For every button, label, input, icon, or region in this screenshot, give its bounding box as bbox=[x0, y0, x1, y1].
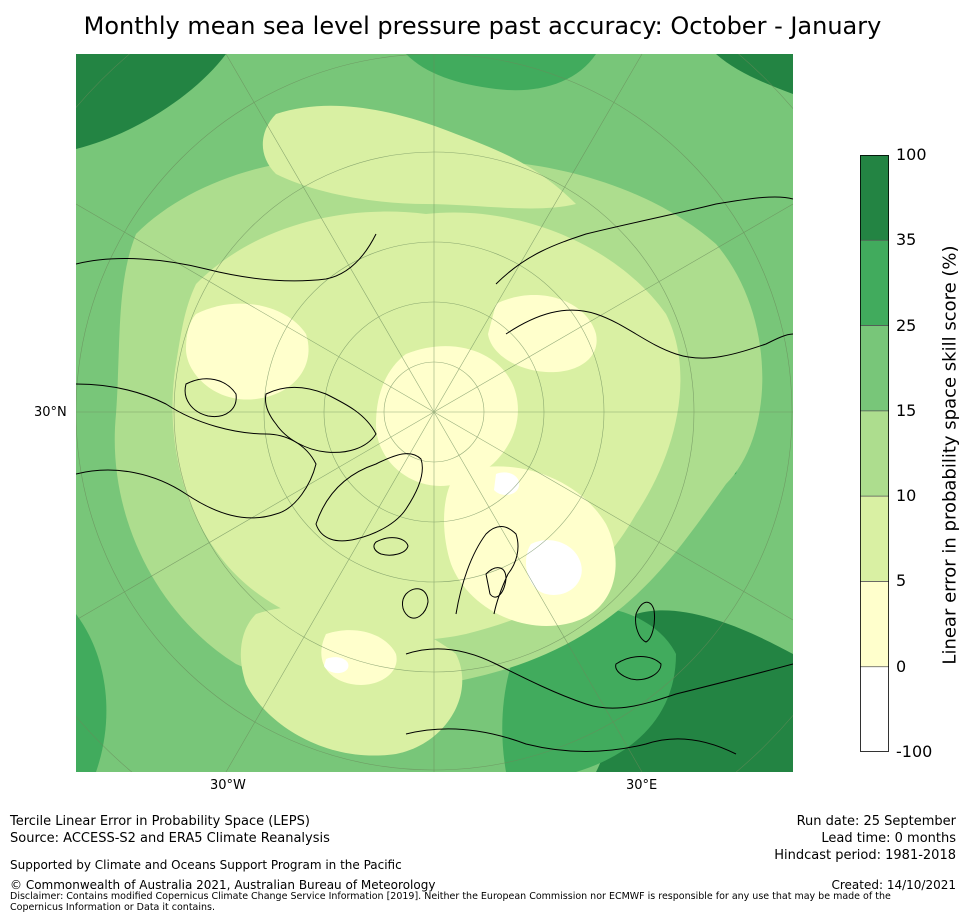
skill-region-sw bbox=[76, 614, 107, 772]
footer-support: Supported by Climate and Oceans Support … bbox=[10, 858, 402, 872]
coast-north-america bbox=[76, 383, 317, 519]
coast-caspian bbox=[635, 601, 655, 643]
colorbar-tick-label: 5 bbox=[896, 571, 907, 591]
footer-method: Tercile Linear Error in Probability Spac… bbox=[10, 814, 310, 829]
graticule bbox=[76, 54, 793, 772]
colorbar-tick-label: 35 bbox=[896, 230, 917, 250]
coast-europe bbox=[405, 648, 793, 709]
colorbar-tick-label: 15 bbox=[896, 400, 917, 420]
coast-canada-arctic bbox=[265, 386, 377, 453]
colorbar bbox=[860, 155, 889, 752]
lon-label-30e: 30°E bbox=[626, 778, 658, 793]
colorbar-bin-4 bbox=[860, 496, 889, 582]
polar-skill-map bbox=[76, 54, 793, 772]
colorbar-bin-0 bbox=[860, 155, 889, 241]
lat-label-30n: 30°N bbox=[34, 405, 67, 420]
skill-region-negative-3 bbox=[324, 657, 349, 674]
coast-mediterranean bbox=[405, 728, 737, 755]
footer-run-date: Run date: 25 September bbox=[796, 814, 956, 829]
colorbar-tick-label: 25 bbox=[896, 315, 917, 335]
footer-disclaimer: Disclaimer: Contains modified Copernicus… bbox=[10, 891, 891, 913]
lon-label-30w: 30°W bbox=[210, 778, 246, 793]
coast-scandinavia bbox=[455, 526, 519, 615]
colorbar-bin-5 bbox=[860, 581, 889, 667]
colorbar-tick-label: 10 bbox=[896, 486, 917, 506]
coast-russia-north bbox=[505, 309, 793, 359]
coast-hudson-bay bbox=[184, 378, 237, 418]
footer-lead-time: Lead time: 0 months bbox=[821, 831, 956, 846]
colorbar-bin-6 bbox=[860, 666, 889, 752]
coast-siberia bbox=[495, 196, 793, 285]
colorbar-tick-label: 100 bbox=[896, 145, 927, 164]
footer-copyright: © Commonwealth of Australia 2021, Austra… bbox=[10, 878, 436, 892]
colorbar-frame bbox=[860, 155, 889, 752]
colorbar-tick-label: 0 bbox=[896, 656, 907, 676]
coastlines bbox=[76, 196, 793, 755]
coast-black-sea bbox=[615, 656, 662, 681]
footer-created: Created: 14/10/2021 bbox=[831, 878, 956, 892]
skill-region-ne bbox=[716, 54, 793, 94]
coast-alaska bbox=[76, 233, 377, 282]
colorbar-bin-1 bbox=[860, 240, 889, 326]
skill-region-nw bbox=[76, 54, 226, 149]
colorbar-tick-label: -100 bbox=[896, 742, 933, 761]
colorbar-label: Linear error in probability space skill … bbox=[939, 245, 961, 665]
skill-region-negative-2 bbox=[494, 472, 520, 495]
skill-region-low-4 bbox=[488, 295, 597, 373]
coast-greenland bbox=[315, 453, 423, 542]
skill-region-n bbox=[406, 54, 596, 91]
footer-source: Source: ACCESS-S2 and ERA5 Climate Reana… bbox=[10, 831, 330, 846]
footer-hindcast: Hindcast period: 1981-2018 bbox=[774, 848, 956, 863]
coast-british-isles bbox=[402, 588, 429, 619]
colorbar-bin-3 bbox=[860, 410, 889, 497]
skill-region-north-pale bbox=[262, 105, 576, 209]
coast-iceland bbox=[373, 537, 409, 556]
skill-region-negative-1 bbox=[526, 540, 582, 595]
chart-title: Monthly mean sea level pressure past acc… bbox=[83, 12, 882, 40]
colorbar-bin-2 bbox=[860, 325, 889, 411]
skill-region-low-3 bbox=[186, 303, 309, 400]
coast-baltic bbox=[485, 567, 507, 598]
